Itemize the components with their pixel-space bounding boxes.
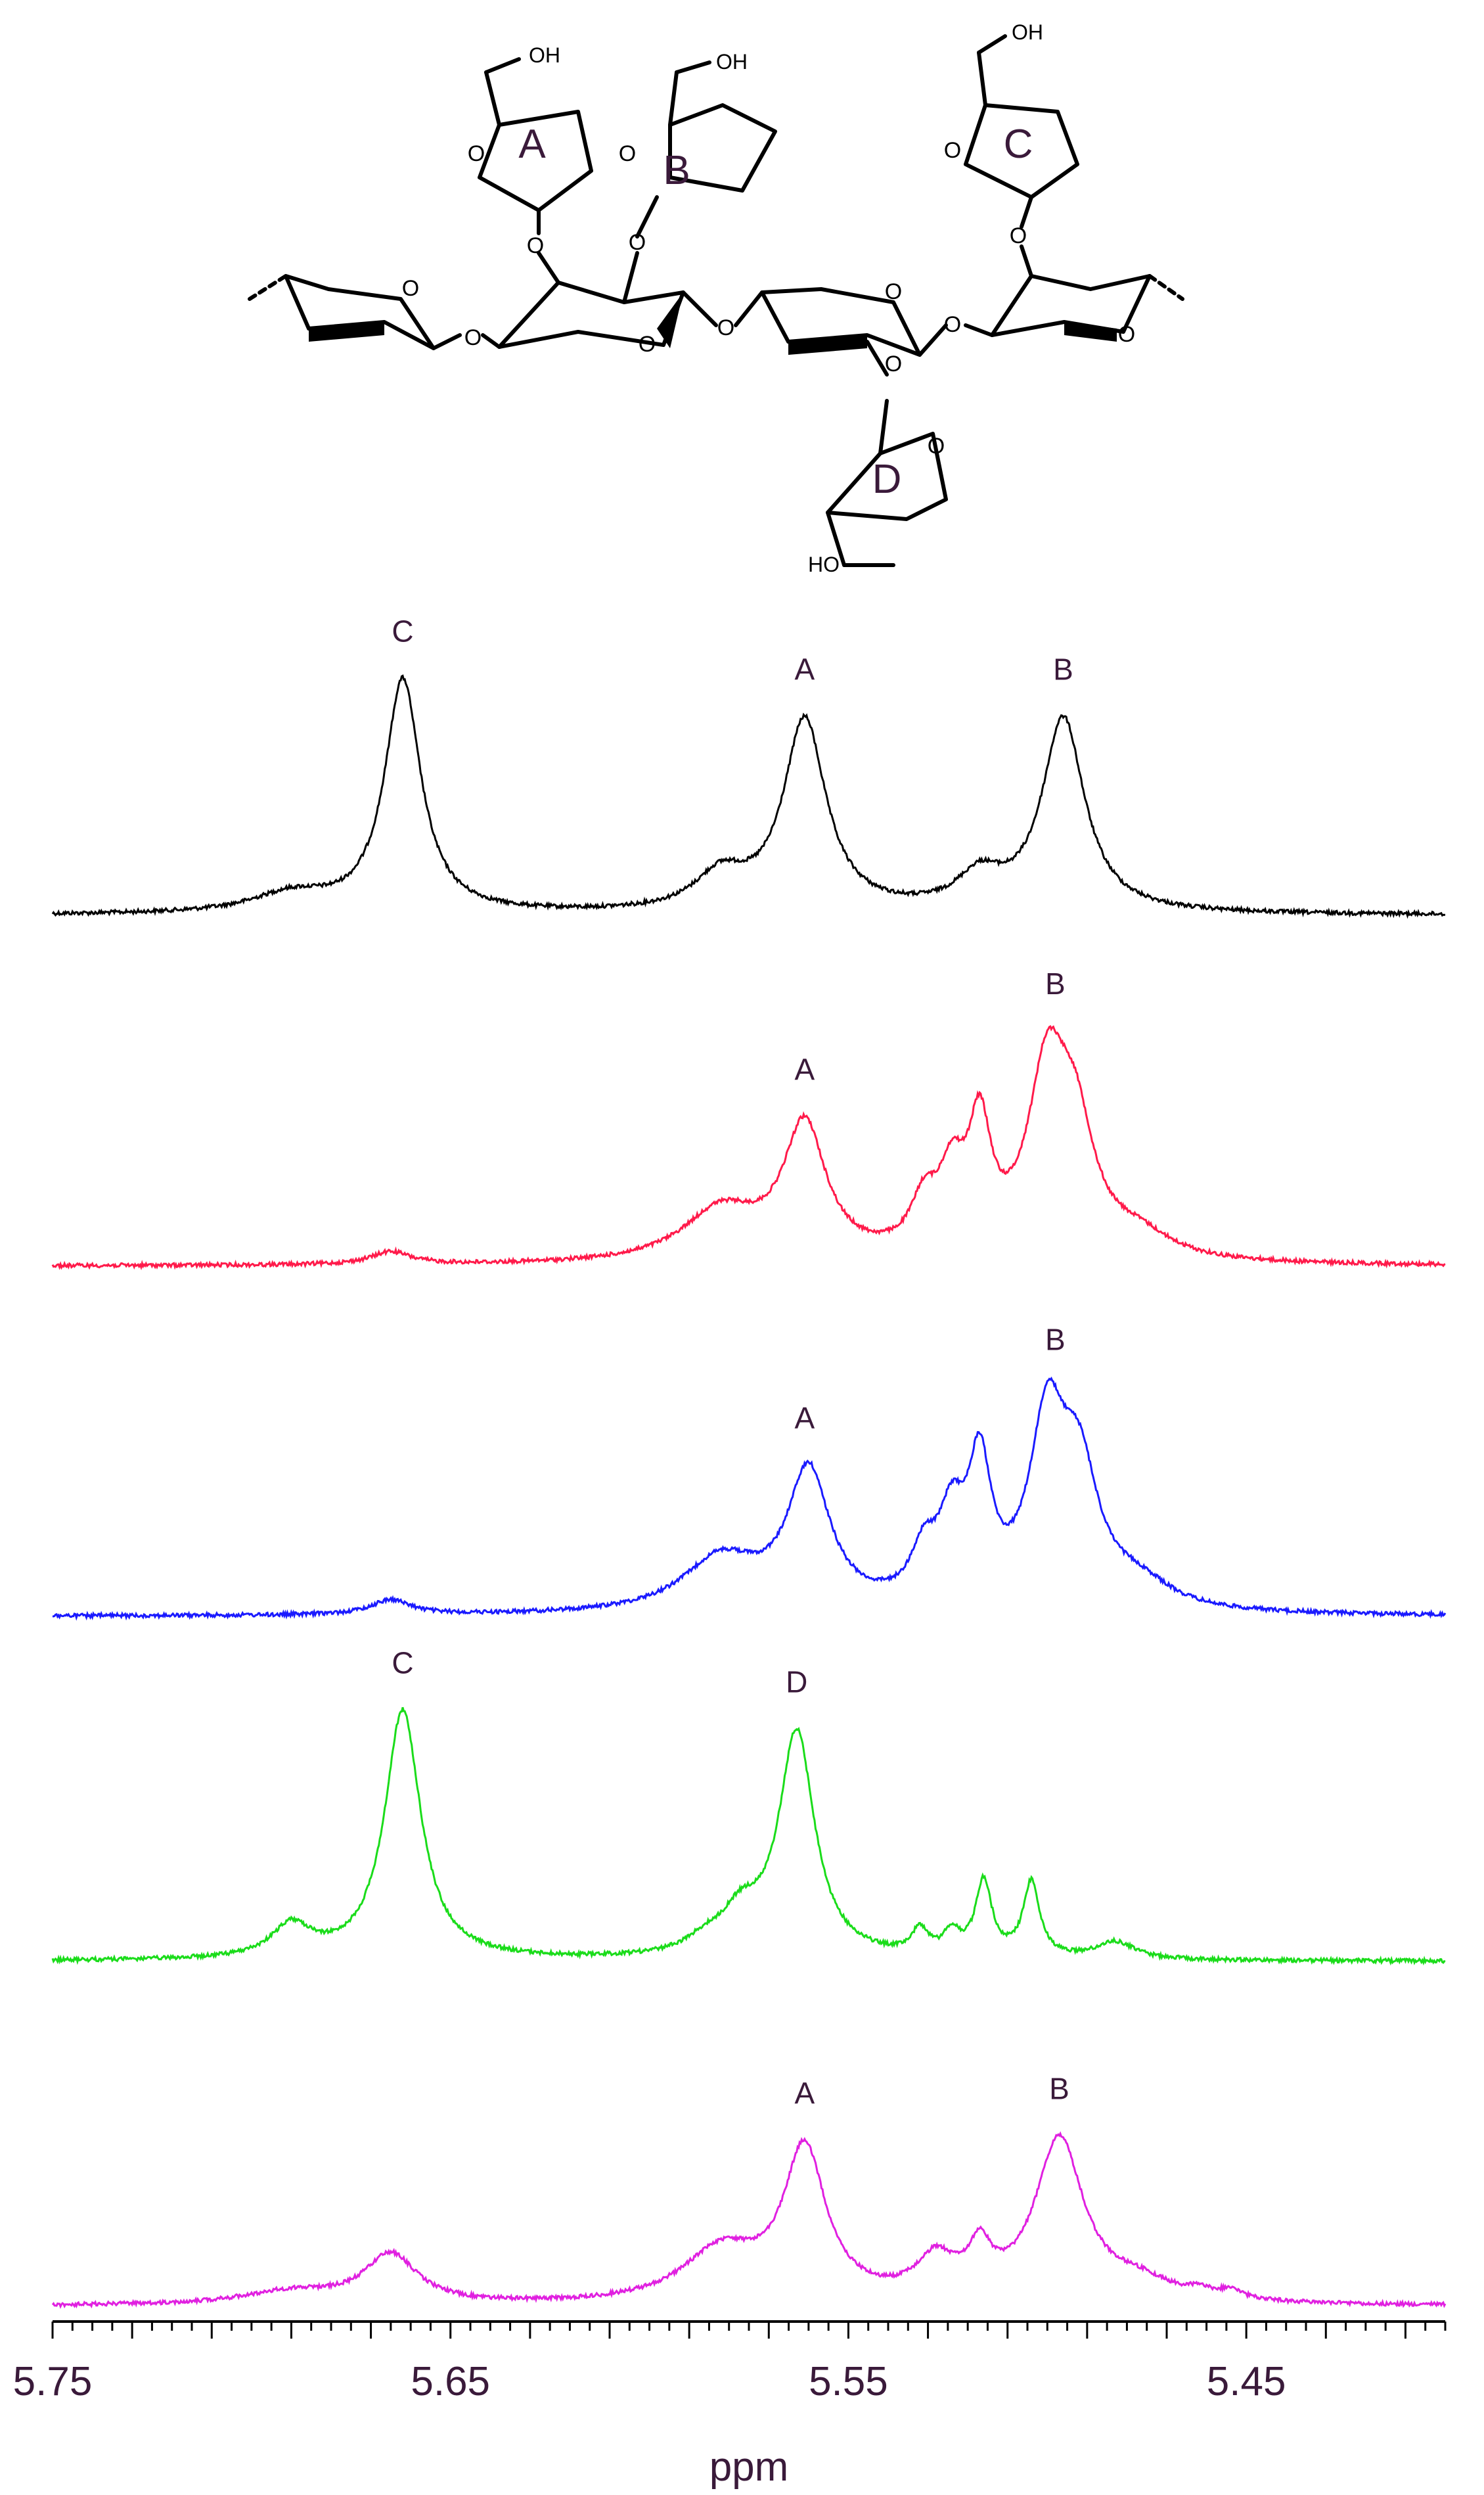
peak-label-b: B — [1049, 2071, 1069, 2105]
oxygen-label: O — [464, 325, 482, 350]
spectrum-line-4 — [51, 1706, 1446, 1966]
pyranose-1-bold-edge — [309, 322, 384, 342]
oxygen-label: O — [527, 233, 544, 258]
spectrum-line-1 — [51, 674, 1446, 919]
x-tick-label: 5.45 — [1207, 2359, 1286, 2404]
oxygen-label: O — [1118, 322, 1135, 347]
peak-label-a: A — [794, 2076, 815, 2111]
x-axis-title: ppm — [709, 2444, 789, 2490]
x-axis: 5.75 5.65 5.55 5.45 ppm — [13, 2320, 1447, 2490]
oxygen-label: O — [1010, 223, 1027, 248]
oxygen-label: O — [944, 312, 961, 337]
glycosidic-bond-1 — [432, 333, 462, 350]
oxygen-label: O — [885, 352, 902, 377]
x-tick-label: 5.65 — [411, 2359, 490, 2404]
peak-label-a: A — [794, 1052, 815, 1086]
peak-label-b: B — [1045, 967, 1066, 1001]
polysaccharide-structure — [248, 34, 1184, 567]
ring-label-b: B — [663, 148, 690, 193]
peak-label-c: C — [392, 1645, 413, 1680]
peak-label-d: D — [786, 1665, 807, 1699]
oxygen-label: O — [468, 141, 485, 166]
spectrum-line-2 — [51, 1024, 1446, 1271]
peak-label-a: A — [794, 652, 815, 687]
oxygen-label: O — [944, 138, 961, 163]
peak-label-c: C — [392, 614, 413, 648]
chain-terminus-left — [248, 274, 288, 301]
oxygen-label: O — [402, 276, 419, 301]
peak-label-b: B — [1053, 652, 1073, 687]
spectrum-line-5 — [51, 2131, 1447, 2309]
hydroxyl-label: HO — [808, 553, 840, 576]
hydroxyl-label: OH — [529, 43, 560, 67]
hydroxyl-label: OH — [1012, 20, 1043, 44]
ring-label-d: D — [872, 457, 902, 502]
peak-label-b: B — [1045, 1323, 1066, 1357]
x-tick-label: 5.75 — [13, 2359, 93, 2404]
spectrum-line-3 — [52, 1377, 1447, 1621]
peak-label-a: A — [794, 1401, 815, 1435]
oxygen-label: O — [629, 230, 646, 255]
x-axis-ticks: 5.75 5.65 5.55 5.45 — [13, 2322, 1447, 2404]
oxygen-label: O — [885, 279, 902, 304]
oxygen-label: O — [928, 434, 945, 459]
oxygen-label: O — [619, 141, 636, 166]
ring-label-a: A — [518, 122, 546, 167]
hydroxyl-label: OH — [716, 50, 748, 74]
structure-labels: O O O O O O O O O O O O O O O OH OH OH H… — [402, 20, 1135, 576]
oxygen-label: O — [717, 315, 734, 340]
x-tick-label: 5.55 — [809, 2359, 888, 2404]
oxygen-label: O — [639, 332, 656, 357]
ring-label-c: C — [1004, 122, 1033, 167]
nmr-spectra: C A B A B A B C D A B — [51, 614, 1447, 2309]
